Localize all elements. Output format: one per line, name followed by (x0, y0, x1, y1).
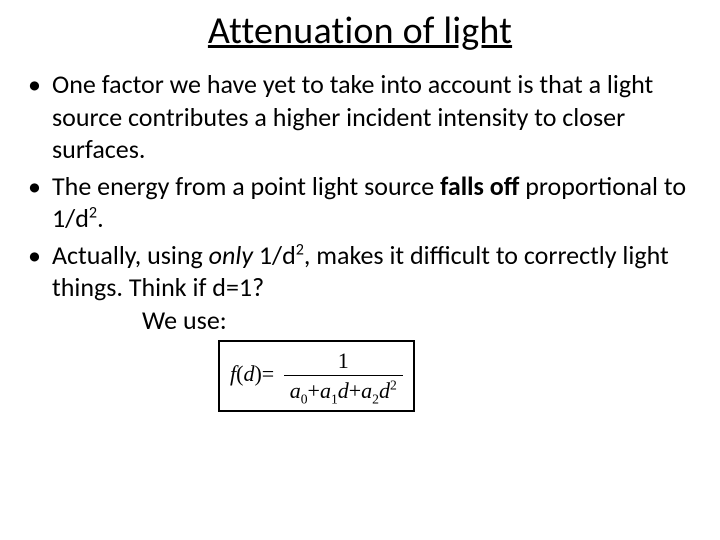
bullet-3-italic: only (209, 239, 253, 271)
bullet-2-bold: falls off (440, 170, 519, 202)
bullet-1-text: One factor we have yet to take into acco… (52, 68, 653, 165)
den-d2: d (379, 378, 390, 403)
den-d2-sup: 2 (390, 378, 397, 393)
formula-numerator: 1 (284, 348, 403, 375)
bullet-3: Actually, using only 1/d2, makes it diff… (24, 239, 696, 337)
bullet-3-pre: Actually, using (52, 239, 209, 271)
formula-eq: = (262, 361, 274, 386)
den-plus2: + (349, 378, 361, 403)
slide-title: Attenuation of light (24, 8, 696, 54)
bullet-2-post2: . (97, 202, 104, 234)
formula-box: f(d)= 1 a0+a1d+a2d2 (218, 340, 415, 412)
bullet-2: The energy from a point light source fal… (24, 170, 696, 235)
bullet-3-sup: 2 (296, 240, 304, 259)
den-a2-sub: 2 (372, 391, 379, 406)
den-a2: a (361, 378, 372, 403)
bullet-2-sup: 2 (89, 203, 97, 222)
den-plus1: + (308, 378, 320, 403)
formula-fraction: 1 a0+a1d+a2d2 (284, 348, 403, 404)
slide: Attenuation of light One factor we have … (0, 0, 720, 540)
den-a0: a (290, 378, 301, 403)
bullet-2-pre: The energy from a point light source (52, 170, 440, 202)
bullet-list: One factor we have yet to take into acco… (24, 68, 696, 336)
bullet-1: One factor we have yet to take into acco… (24, 68, 696, 166)
we-use-text: We use: (142, 304, 227, 336)
formula-wrap: f(d)= 1 a0+a1d+a2d2 (24, 340, 696, 412)
den-a0-sub: 0 (301, 391, 308, 406)
den-a1-sub: 1 (331, 391, 338, 406)
we-use-line: We use: (52, 304, 696, 337)
den-a1: a (320, 378, 331, 403)
den-d1: d (338, 378, 349, 403)
formula-denominator: a0+a1d+a2d2 (284, 375, 403, 404)
bullet-3-mid1: 1/d (253, 239, 296, 271)
formula-lhs-d: d (243, 361, 254, 386)
formula-lhs-close: ) (254, 361, 261, 386)
